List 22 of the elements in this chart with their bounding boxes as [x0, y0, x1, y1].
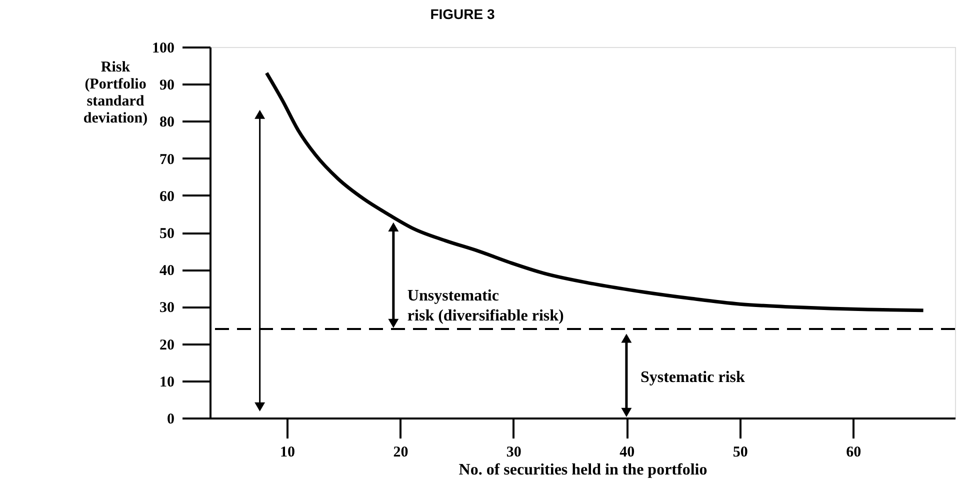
y-tick-label: 20	[160, 337, 174, 354]
x-tick-label: 20	[393, 444, 408, 460]
y-tick-label: 60	[160, 188, 174, 205]
y-tick-label: 50	[160, 226, 174, 242]
x-tick-label: 50	[732, 444, 748, 460]
chart-title: FIGURE 3	[430, 6, 495, 22]
y-tick-label: 10	[160, 374, 174, 390]
y-tick-label: 0	[167, 412, 174, 428]
annotation: Systematic risk	[640, 369, 745, 386]
annotation: Unsystematic risk (diversifiable risk)	[407, 288, 564, 325]
y-tick-label: 70	[160, 152, 174, 168]
x-tick-label: 30	[506, 444, 522, 460]
x-tick-label: 40	[620, 444, 635, 460]
y-tick-label: 40	[160, 263, 174, 280]
y-axis-title: Risk (Portfolio standard deviation)	[83, 60, 148, 126]
y-tick-label: 90	[160, 78, 174, 94]
x-tick-label: 60	[846, 444, 862, 460]
y-tick-label: 100	[152, 40, 174, 56]
y-tick-label: 80	[160, 114, 174, 131]
x-axis-title: No. of securities held in the portfolio	[458, 462, 708, 478]
y-tick-label: 30	[160, 300, 174, 316]
x-tick-label: 10	[280, 444, 295, 460]
